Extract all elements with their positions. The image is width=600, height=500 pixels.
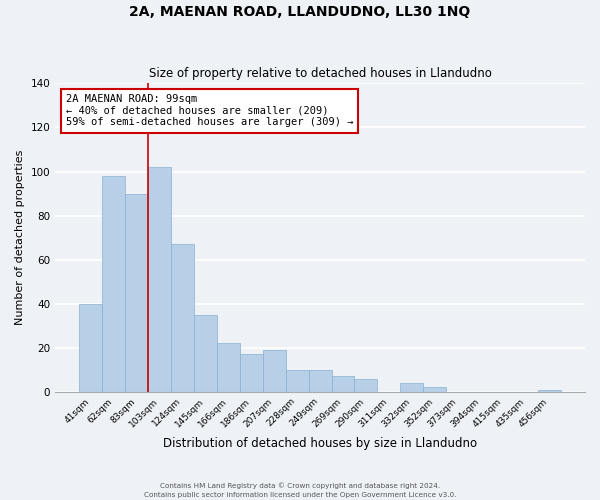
Bar <box>355 378 377 392</box>
Bar <box>240 354 263 392</box>
Bar <box>148 167 171 392</box>
Bar <box>79 304 102 392</box>
Bar <box>332 376 355 392</box>
Text: Contains HM Land Registry data © Crown copyright and database right 2024.
Contai: Contains HM Land Registry data © Crown c… <box>144 482 456 498</box>
Bar <box>102 176 125 392</box>
Title: Size of property relative to detached houses in Llandudno: Size of property relative to detached ho… <box>149 66 491 80</box>
Text: 2A, MAENAN ROAD, LLANDUDNO, LL30 1NQ: 2A, MAENAN ROAD, LLANDUDNO, LL30 1NQ <box>130 5 470 19</box>
Bar <box>217 344 240 392</box>
Bar <box>400 383 423 392</box>
Bar <box>286 370 308 392</box>
Bar <box>263 350 286 392</box>
Bar <box>171 244 194 392</box>
Bar <box>125 194 148 392</box>
Y-axis label: Number of detached properties: Number of detached properties <box>15 150 25 326</box>
Bar <box>423 388 446 392</box>
X-axis label: Distribution of detached houses by size in Llandudno: Distribution of detached houses by size … <box>163 437 477 450</box>
Bar <box>308 370 332 392</box>
Bar <box>194 314 217 392</box>
Bar <box>538 390 561 392</box>
Text: 2A MAENAN ROAD: 99sqm
← 40% of detached houses are smaller (209)
59% of semi-det: 2A MAENAN ROAD: 99sqm ← 40% of detached … <box>66 94 353 128</box>
